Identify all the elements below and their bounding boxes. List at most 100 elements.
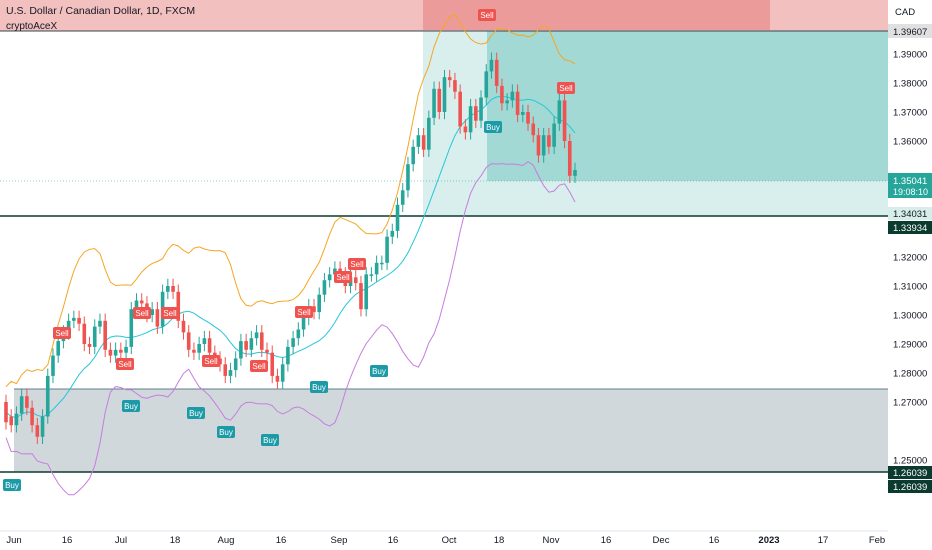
x-tick-label: Jun [6,535,21,546]
sell-signal-label: Sell [350,260,364,269]
candle-body [40,416,45,437]
candle-body [322,280,327,295]
candle-body [171,286,175,292]
candle-body [317,294,322,313]
candle-body [119,349,123,353]
candle-body [541,135,546,156]
sell-signal-bg [202,355,220,367]
candle-body [395,204,400,231]
y-tick-label: 1.39000 [893,50,927,61]
candle-body [51,355,55,376]
upper-level-tag [888,24,932,38]
last-price-tag [888,173,932,198]
candle-body [489,59,494,72]
sell-signal: Sell [348,258,366,270]
candle-body [254,332,259,339]
candle-body [442,77,447,112]
sell-signal: Sell [116,358,134,370]
sell-signal: Sell [557,82,575,94]
buy-signal-label: Buy [219,428,233,437]
candle-body [536,135,541,156]
buy-signal: Buy [261,434,279,446]
x-tick-label: Sep [331,535,348,546]
buy-signal-bg [122,400,140,412]
sell-signal-bg [478,9,496,21]
y-tick-label: 1.28000 [893,369,927,380]
buy-signal-label: Buy [5,481,19,490]
indicator-name: cryptoAceX [6,21,57,32]
candle-body [526,112,530,124]
y-tick-label: 1.29000 [893,340,927,351]
support-a-tag [888,466,932,479]
sell-signal-bg [133,307,151,319]
support-a-text: 1.26039 [893,468,927,479]
candle-body [124,346,128,353]
candle-body [197,344,201,353]
sell-signal: Sell [53,327,71,339]
sell-signal-bg [557,82,575,94]
buy-signal: Buy [3,479,21,491]
candle-body [56,341,61,356]
candle-body [270,352,275,376]
x-tick-label: 2023 [758,535,779,546]
candle-body [98,320,102,327]
upper-band-line [5,14,576,387]
candle-body [275,375,280,382]
x-tick-label: 16 [276,535,287,546]
x-tick-label: Oct [442,535,457,546]
candle-body [312,306,316,313]
sell-signal-label: Sell [204,357,218,366]
sell-signal-label: Sell [118,360,132,369]
x-tick-label: 18 [494,535,505,546]
x-tick-label: Jul [115,535,127,546]
x-tick-label: 16 [388,535,399,546]
sell-signal-bg [334,271,352,283]
candle-body [134,300,139,310]
candle-body [19,396,24,414]
price-axis[interactable]: CAD 1.390001.380001.370001.360001.330001… [888,0,932,550]
candle-body [207,338,212,353]
y-tick-label: 1.27000 [893,398,927,409]
candle-body [181,320,186,333]
candle-body [82,323,87,344]
candle-body [87,344,92,347]
sell-signal-label: Sell [135,309,149,318]
buy-signal-label: Buy [189,409,203,418]
candle-body [573,170,577,176]
last-price-text: 1.35041 [893,176,927,187]
candle-body [166,286,170,292]
sell-signal-label: Sell [252,362,266,371]
y-tick-label: 1.32000 [893,253,927,264]
candle-body [228,370,233,376]
sell-signal-label: Sell [55,329,69,338]
buy-signal: Buy [217,426,235,438]
candle-body [494,59,499,86]
candle-body [291,338,295,347]
time-axis[interactable]: Jun 16 Jul 18 Aug 16 Sep 16 Oct 18 Nov 16 Dec 16 2023 1… [0,530,888,546]
axis-currency: CAD [895,7,915,18]
candle-body [4,402,8,423]
sell-signal-bg [295,306,313,318]
target-zone-dark [487,31,888,181]
buy-signal-label: Buy [124,402,138,411]
candles-layer [4,52,577,445]
sell-signal-bg [116,358,134,370]
x-tick-label: Aug [218,535,235,546]
sell-signal: Sell [478,9,496,21]
buy-signal: Buy [370,365,388,377]
candle-body [265,349,269,353]
sell-signal-label: Sell [336,273,350,282]
candle-body [505,100,509,104]
candle-body [411,146,415,165]
y-tick-label: 1.38000 [893,79,927,90]
candle-body [249,338,254,350]
candle-body [35,425,40,437]
sell-signal-bg [250,360,268,372]
x-tick-label: 18 [170,535,181,546]
candle-body [108,349,113,356]
zones-layer [0,0,888,472]
candle-body [400,190,405,205]
candle-body [139,300,144,304]
x-tick-label: 17 [818,535,829,546]
